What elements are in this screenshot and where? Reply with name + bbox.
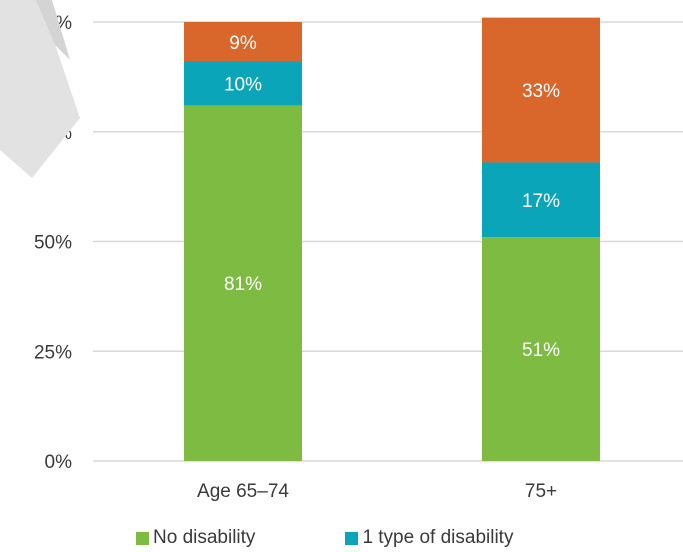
y-tick-label: 25% bbox=[34, 342, 72, 363]
y-tick-label: 50% bbox=[34, 233, 72, 254]
legend-item-no-disability: No disability bbox=[136, 527, 255, 549]
legend-item-1-type-disability: 1 type of disability bbox=[345, 527, 513, 549]
bar-segment bbox=[184, 61, 302, 106]
data-label: 9% bbox=[229, 33, 257, 54]
legend-label-1-type-disability: 1 type of disability bbox=[362, 527, 514, 548]
bar-segment bbox=[184, 22, 302, 62]
legend-swatch-1-type-disability bbox=[345, 531, 359, 545]
y-axis-ticks: 0% 25% 50% 75% 100% bbox=[23, 13, 72, 473]
category-label: Age 65–74 bbox=[197, 481, 289, 502]
y-tick-label: 100% bbox=[23, 13, 72, 34]
legend-label-no-disability: No disability bbox=[153, 527, 256, 548]
category-label: 75+ bbox=[525, 481, 557, 502]
legend: No disability 1 type of disability bbox=[136, 527, 513, 549]
bar-segment bbox=[482, 162, 600, 238]
bar-segment bbox=[482, 17, 600, 163]
data-label: 81% bbox=[224, 274, 262, 295]
bars bbox=[184, 17, 600, 461]
x-axis-categories: Age 65–74 75+ bbox=[197, 481, 557, 502]
data-label: 17% bbox=[522, 191, 560, 212]
data-label: 51% bbox=[522, 340, 560, 361]
data-label: 10% bbox=[224, 74, 262, 95]
data-label: 33% bbox=[522, 81, 560, 102]
y-tick-label: 75% bbox=[34, 123, 72, 144]
data-labels: 81% 10% 9% 51% 17% 33% bbox=[224, 33, 560, 361]
y-tick-label: 0% bbox=[45, 452, 73, 473]
bar-segment bbox=[482, 237, 600, 461]
bar-segment bbox=[184, 105, 302, 461]
legend-swatch-no-disability bbox=[136, 531, 149, 545]
